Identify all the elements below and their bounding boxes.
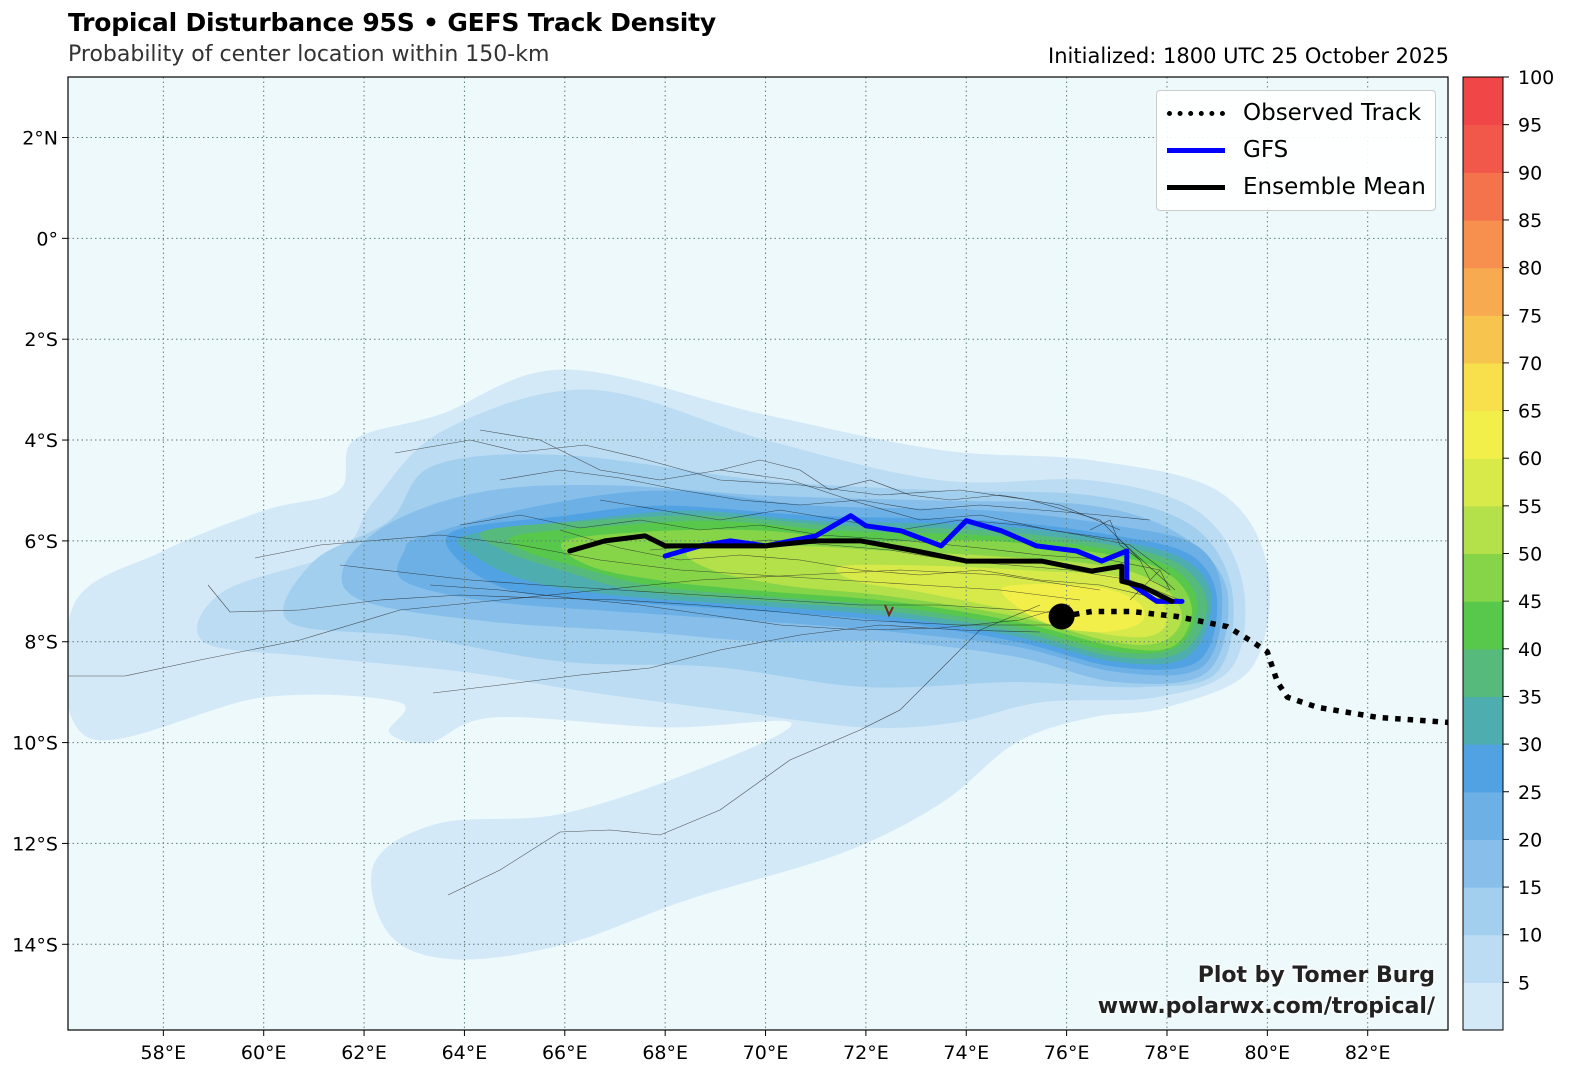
- colorbar-segment: [1463, 982, 1503, 1031]
- colorbar-segment: [1463, 458, 1503, 507]
- x-tick-label: 78°E: [1144, 1042, 1190, 1064]
- colorbar-segment: [1463, 410, 1503, 459]
- colorbar-tick-label: 10: [1518, 925, 1542, 947]
- chart-title: Tropical Disturbance 95S • GEFS Track De…: [68, 8, 716, 37]
- x-tick-label: 58°E: [141, 1042, 187, 1064]
- colorbar-tick-label: 95: [1518, 115, 1542, 137]
- colorbar-segment: [1463, 77, 1503, 126]
- ensemble-members: [68, 429, 1181, 896]
- colorbar-segment: [1463, 744, 1503, 793]
- colorbar-tick-label: 80: [1518, 258, 1542, 280]
- x-tick-label: 64°E: [442, 1042, 488, 1064]
- colorbar-tick-label: 60: [1518, 448, 1542, 470]
- legend-label: GFS: [1243, 137, 1289, 163]
- colorbar-tick-label: 50: [1518, 544, 1542, 566]
- legend-label: Observed Track: [1243, 100, 1422, 126]
- x-tick-label: 72°E: [843, 1042, 889, 1064]
- y-axis: 2°N 0° 2°S 4°S 6°S 8°S 10°S 12°S 14°S: [12, 128, 68, 956]
- x-tick-label: 82°E: [1345, 1042, 1391, 1064]
- colorbar-tick-label: 45: [1518, 591, 1542, 613]
- colorbar-segment: [1463, 362, 1503, 412]
- graticule: [68, 77, 1448, 1030]
- y-tick-label: 12°S: [12, 833, 58, 855]
- y-tick-label: 4°S: [24, 430, 58, 452]
- legend-item-ensemble-mean: Ensemble Mean: [1167, 172, 1426, 202]
- current-position-marker: [1048, 603, 1075, 630]
- x-tick-label: 76°E: [1044, 1042, 1090, 1064]
- colorbar-segment: [1463, 267, 1503, 316]
- x-tick-label: 62°E: [341, 1042, 387, 1064]
- colorbar-tick-label: 25: [1518, 782, 1542, 804]
- x-tick-label: 60°E: [241, 1042, 287, 1064]
- y-tick-label: 2°N: [22, 128, 58, 150]
- colorbar-tick-label: 85: [1518, 210, 1542, 232]
- density-layer: [68, 369, 1270, 960]
- colorbar-tick-label: 65: [1518, 401, 1542, 423]
- colorbar-segment: [1463, 172, 1503, 221]
- observed-track-line: [1061, 608, 1448, 726]
- y-tick-label: 0°: [36, 228, 58, 250]
- legend-label: Ensemble Mean: [1243, 174, 1426, 200]
- y-tick-label: 2°S: [24, 329, 58, 351]
- legend: Observed Track GFS Ensemble Mean: [1156, 90, 1436, 211]
- colorbar-tick-label: 75: [1518, 305, 1542, 327]
- x-tick-label: 80°E: [1245, 1042, 1291, 1064]
- initialized-time: Initialized: 1800 UTC 25 October 2025: [1048, 44, 1449, 68]
- y-tick-label: 10°S: [12, 733, 58, 755]
- dotted-line-swatch-icon: [1167, 110, 1225, 116]
- y-tick-label: 14°S: [12, 934, 58, 956]
- x-axis: 58°E 60°E 62°E 64°E 66°E 68°E 70°E 72°E 74°E 76°E…: [141, 1030, 1391, 1064]
- black-line-swatch-icon: [1167, 184, 1225, 190]
- colorbar-segment: [1463, 839, 1503, 888]
- map-frame: [67, 76, 1449, 1031]
- colorbar-tick-label: 35: [1518, 686, 1542, 708]
- colorbar-segment: [1463, 696, 1503, 745]
- y-tick-label: 6°S: [24, 531, 58, 553]
- x-tick-label: 66°E: [542, 1042, 588, 1064]
- colorbar-segment: [1463, 887, 1503, 936]
- colorbar-segment: [1463, 934, 1503, 983]
- colorbar-segment: [1463, 553, 1503, 602]
- x-tick-label: 70°E: [743, 1042, 789, 1064]
- x-tick-label: 74°E: [943, 1042, 989, 1064]
- colorbar-tick-label: 70: [1518, 353, 1542, 375]
- colorbar-segment: [1463, 648, 1503, 698]
- colorbar: 5 10 15 20 25 30 35 40 45 50 55 60 65 70 75 80 85 90 95 100: [1462, 67, 1554, 1031]
- colorbar-segment: [1463, 315, 1503, 364]
- legend-item-gfs: GFS: [1167, 135, 1288, 165]
- colorbar-tick-label: 30: [1518, 734, 1542, 756]
- colorbar-tick-label: 55: [1518, 496, 1542, 518]
- legend-item-observed-track: Observed Track: [1167, 98, 1421, 128]
- y-tick-label: 8°S: [24, 632, 58, 654]
- colorbar-segment: [1463, 791, 1503, 840]
- colorbar-tick-label: 15: [1518, 877, 1542, 899]
- colorbar-tick-label: 100: [1518, 67, 1554, 89]
- chart-subtitle: Probability of center location within 15…: [68, 42, 550, 67]
- colorbar-tick-label: 20: [1518, 829, 1542, 851]
- colorbar-segment: [1463, 505, 1503, 555]
- density-contour-65: [1001, 584, 1145, 632]
- blue-line-swatch-icon: [1167, 147, 1225, 153]
- x-tick-label: 68°E: [642, 1042, 688, 1064]
- colorbar-segment: [1463, 124, 1503, 173]
- colorbar-tick-label: 90: [1518, 162, 1542, 184]
- colorbar-tick-label: 5: [1518, 972, 1530, 994]
- colorbar-tick-label: 40: [1518, 639, 1542, 661]
- track-layer: [567, 513, 1448, 726]
- credit-url: www.polarwx.com/tropical/: [1097, 994, 1435, 1019]
- colorbar-segment: [1463, 601, 1503, 650]
- ensemble-mean-line: [567, 533, 1175, 604]
- credit-author: Plot by Tomer Burg: [1197, 963, 1435, 988]
- colorbar-segment: [1463, 219, 1503, 269]
